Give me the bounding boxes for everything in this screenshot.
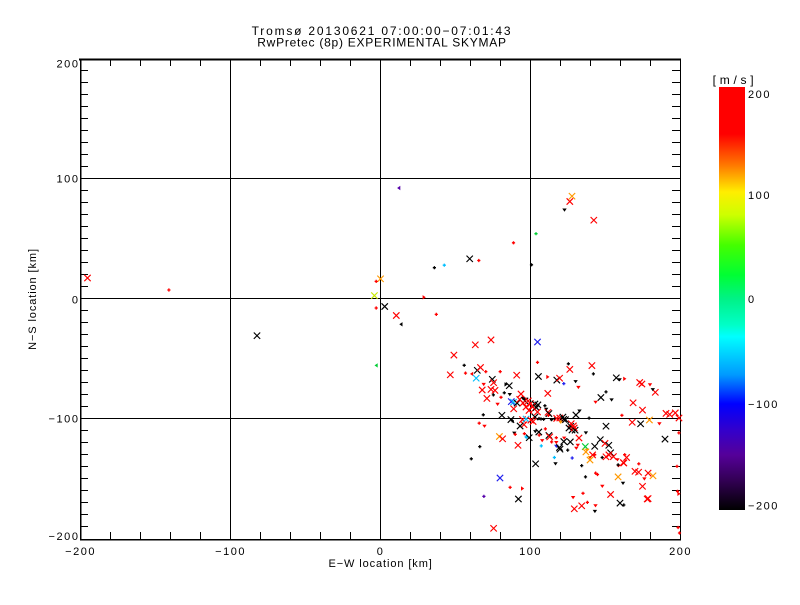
svg-text:100: 100 xyxy=(519,546,542,558)
svg-text:−200: −200 xyxy=(748,501,779,513)
svg-text:0: 0 xyxy=(72,295,80,307)
svg-text:200: 200 xyxy=(669,546,692,558)
svg-text:−200: −200 xyxy=(49,531,80,543)
svg-text:0: 0 xyxy=(377,546,385,558)
svg-text:−200: −200 xyxy=(65,546,96,558)
svg-text:RwPretec (8p) EXPERIMENTAL SKY: RwPretec (8p) EXPERIMENTAL SKYMAP xyxy=(257,36,506,50)
svg-text:E−W location [km]: E−W location [km] xyxy=(328,558,432,570)
svg-text:−100: −100 xyxy=(215,546,246,558)
svg-text:100: 100 xyxy=(748,190,771,202)
svg-text:N−S location [km]: N−S location [km] xyxy=(27,248,39,350)
svg-text:Tromsø 20130621 07:00:00−07:01: Tromsø 20130621 07:00:00−07:01:43 xyxy=(252,24,513,38)
svg-text:[m/s]: [m/s] xyxy=(713,73,758,87)
svg-text:100: 100 xyxy=(56,174,79,186)
svg-text:−100: −100 xyxy=(49,414,80,426)
svg-text:−100: −100 xyxy=(748,399,779,411)
svg-text:200: 200 xyxy=(56,59,79,71)
svg-text:200: 200 xyxy=(748,89,771,101)
svg-text:0: 0 xyxy=(748,294,756,306)
